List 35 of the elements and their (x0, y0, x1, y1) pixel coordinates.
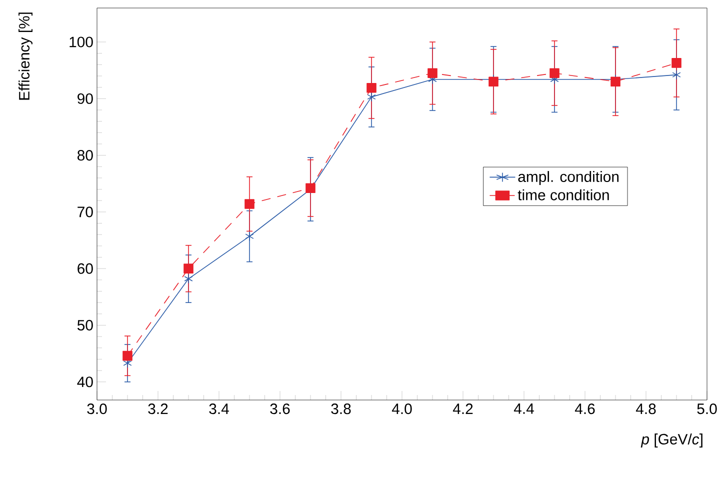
x-axis-title: p [GeV/c] (640, 434, 702, 448)
legend-label: ampl. condition (518, 171, 619, 185)
x-tick-label: 4.2 (452, 404, 473, 414)
y-tick-label: 90 (78, 93, 93, 104)
point (244, 199, 254, 209)
x-tick-label: 3.0 (87, 404, 107, 414)
x-tick-label: 4.6 (574, 404, 595, 414)
point (610, 76, 620, 87)
point (488, 76, 498, 87)
point (366, 82, 376, 93)
point (550, 68, 560, 78)
x-tick-label: 3.2 (148, 404, 168, 414)
y-tick-label: 40 (77, 376, 93, 388)
x-tick-label: 3.8 (331, 404, 351, 414)
x-tick-label: 5.0 (697, 404, 717, 414)
point (428, 68, 438, 78)
y-axis-title: Efficiency [%] (18, 12, 32, 100)
y-tick-label: 70 (78, 206, 93, 218)
point (672, 70, 681, 80)
point (184, 274, 193, 284)
y-tick-label: 50 (77, 320, 93, 331)
y-tick-label: 100 (70, 36, 93, 48)
point (672, 58, 682, 68)
x-tick-label: 4.0 (392, 404, 412, 414)
legend-label: time condition (518, 189, 609, 200)
point (245, 231, 254, 242)
x-tick-label: 3.4 (209, 404, 229, 414)
point (184, 264, 194, 274)
point (367, 92, 376, 102)
x-tick-label: 4.8 (636, 404, 656, 414)
y-tick-label: 60 (78, 263, 93, 274)
x-tick-label: 3.6 (270, 404, 290, 414)
point (122, 350, 132, 361)
x-tick-label: 4.4 (514, 404, 534, 414)
y-tick-label: 80 (78, 150, 93, 161)
